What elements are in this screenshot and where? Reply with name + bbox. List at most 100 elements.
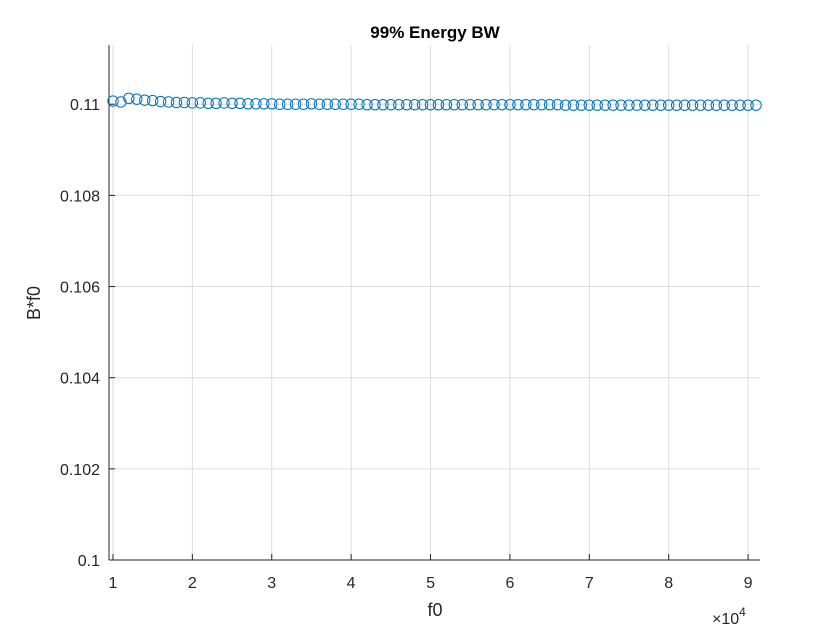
data-point <box>623 99 635 111</box>
data-point <box>281 98 294 110</box>
y-tick-label: 0.102 <box>60 462 100 479</box>
data-point <box>631 99 643 111</box>
x-tick-label: 4 <box>347 575 356 592</box>
data-point <box>250 98 262 110</box>
x-tick-label: 9 <box>744 575 753 592</box>
data-point <box>202 97 214 110</box>
y-tick-label: 0.11 <box>70 97 100 114</box>
y-tick-label: 0.1 <box>78 553 100 570</box>
x-tick-label: 5 <box>426 575 435 592</box>
data-point <box>329 98 341 110</box>
data-point <box>385 99 397 111</box>
data-point <box>194 97 206 109</box>
data-point <box>464 99 476 111</box>
data-point <box>583 99 596 111</box>
data-point <box>520 99 532 111</box>
data-point <box>647 99 659 111</box>
data-point <box>686 99 699 111</box>
data-point <box>639 99 651 111</box>
data-point <box>424 99 437 111</box>
data-point <box>123 92 135 105</box>
data-point <box>694 99 707 111</box>
y-tick-label: 0.108 <box>60 188 100 205</box>
data-point <box>551 99 564 111</box>
data-point <box>345 98 357 110</box>
data-point <box>663 99 675 111</box>
data-point <box>321 98 334 110</box>
data-point <box>170 96 183 109</box>
x-axis-label: f0 <box>427 600 442 620</box>
data-point <box>504 99 516 111</box>
y-tick-label: 0.106 <box>60 280 100 297</box>
data-point <box>535 99 548 111</box>
data-point <box>186 97 199 109</box>
data-point <box>615 99 627 111</box>
data-point <box>107 95 119 107</box>
chart-title: 99% Energy BW <box>370 23 500 42</box>
data-point <box>575 99 588 111</box>
data-point <box>369 99 381 111</box>
data-point <box>353 98 365 110</box>
data-point <box>456 99 468 111</box>
data-point <box>543 99 556 111</box>
data-point <box>131 93 143 105</box>
data-point <box>440 99 453 111</box>
data-point <box>393 99 405 111</box>
data-point <box>408 99 421 111</box>
data-point <box>361 99 373 111</box>
data-point <box>313 98 326 110</box>
data-point <box>488 99 500 111</box>
data-point <box>567 99 580 111</box>
data-point <box>718 99 730 111</box>
y-tick-label: 0.104 <box>60 371 100 388</box>
data-point <box>416 99 429 111</box>
data-point <box>146 94 159 107</box>
data-points <box>107 92 762 111</box>
data-point <box>377 99 389 111</box>
data-point <box>496 99 508 111</box>
data-point <box>559 99 572 111</box>
data-point <box>726 99 738 111</box>
axes <box>108 45 760 561</box>
x-tick-label: 8 <box>664 575 673 592</box>
data-point <box>678 99 691 111</box>
data-point <box>115 96 127 108</box>
data-point <box>266 98 278 110</box>
data-point <box>599 99 611 111</box>
x-tick-label: 3 <box>267 575 276 592</box>
data-point <box>512 99 524 111</box>
data-point <box>607 99 619 111</box>
data-point <box>210 97 222 110</box>
data-point <box>734 99 746 111</box>
data-point <box>401 99 413 111</box>
data-point <box>742 99 754 111</box>
data-point <box>472 99 484 111</box>
x-tick-label: 7 <box>585 575 594 592</box>
data-point <box>480 99 492 111</box>
data-point <box>154 95 167 108</box>
data-point <box>670 99 683 111</box>
data-point <box>273 98 286 110</box>
data-point <box>448 99 461 111</box>
x-exponent-label: ×104 <box>712 605 746 628</box>
data-point <box>218 97 230 109</box>
data-point <box>710 99 723 111</box>
data-point <box>258 98 270 110</box>
data-point <box>226 97 238 110</box>
data-point <box>178 96 191 109</box>
data-point <box>289 98 302 110</box>
data-point <box>297 98 310 110</box>
y-axis-label: B*f0 <box>24 286 44 320</box>
grid <box>109 45 760 561</box>
data-point <box>139 94 151 106</box>
data-point <box>591 99 603 111</box>
data-point <box>750 99 762 111</box>
data-point <box>337 98 349 110</box>
data-point <box>305 98 318 110</box>
data-point <box>528 99 540 111</box>
data-point <box>234 97 246 110</box>
x-tick-label: 1 <box>109 575 118 592</box>
data-point <box>655 99 667 111</box>
data-point <box>162 96 175 108</box>
